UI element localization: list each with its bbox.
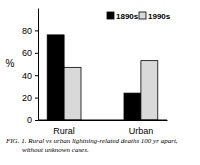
legend-label: 1890s xyxy=(116,12,139,21)
y-tick: 20 xyxy=(22,93,38,103)
caption: FIG. 1. Rural vs urban lightning-related… xyxy=(5,137,178,145)
bar xyxy=(141,61,158,120)
legend-label: 1990s xyxy=(148,12,171,21)
legend-swatch xyxy=(107,12,114,19)
bar xyxy=(124,93,141,120)
y-label: % xyxy=(6,58,15,69)
y-tick-mark xyxy=(35,53,38,54)
y-tick-label: 60 xyxy=(22,48,32,58)
y-tick-mark xyxy=(35,98,38,99)
y-tick: 60 xyxy=(22,48,38,58)
x-tick: Rural xyxy=(53,120,75,136)
y-tick-label: 40 xyxy=(22,71,32,81)
y-axis-line xyxy=(38,9,39,121)
y-tick-mark xyxy=(35,30,38,31)
baseline xyxy=(38,120,167,121)
caption: without unknown cases. xyxy=(22,146,89,154)
bars xyxy=(47,35,158,120)
x-tick-label: Rural xyxy=(53,126,75,136)
plot: 0 20 40 60 80 Rural Urban 1890s 1990s xyxy=(22,9,171,136)
y-tick: 80 xyxy=(22,26,38,36)
x-axis: Rural Urban xyxy=(39,120,168,136)
x-tick-label: Urban xyxy=(129,126,154,136)
y-tick: 40 xyxy=(22,71,38,81)
y-tick-label: 20 xyxy=(22,93,32,103)
x-axis-line xyxy=(39,120,168,121)
y-tick-mark xyxy=(35,75,38,76)
legend: 1890s 1990s xyxy=(107,12,171,21)
y-tick-mark xyxy=(35,120,38,121)
bar xyxy=(64,67,81,120)
bar xyxy=(47,35,64,120)
x-tick: Urban xyxy=(129,120,154,136)
y-axis: 0 20 40 60 80 xyxy=(22,9,39,126)
y-tick-label: 0 xyxy=(27,115,32,125)
y-tick: 0 xyxy=(27,115,38,125)
chart: 0 20 40 60 80 Rural Urban 1890s 1990s% FIG. 1. Ru… xyxy=(0,0,200,165)
legend-swatch xyxy=(139,12,146,19)
y-tick-label: 80 xyxy=(22,26,32,36)
